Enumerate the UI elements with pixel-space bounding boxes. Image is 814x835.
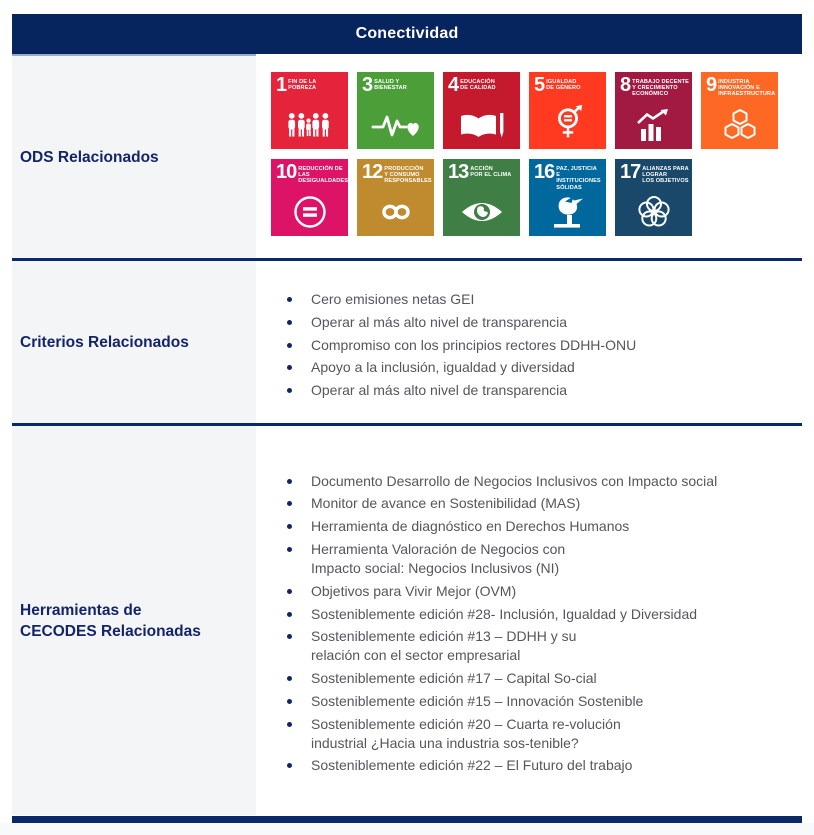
sdg-8-title: TRABAJO DECENTE Y CRECIMIENTO ECONÓMICO	[632, 78, 689, 98]
sdg-5-tile: 5 IGUALDAD DE GÉNERO	[529, 72, 606, 149]
sdg-4-title: EDUCACIÓN DE CALIDAD	[460, 78, 496, 91]
sdg-17-number: 17	[620, 161, 641, 183]
section-herramientas: Herramientas de CECODES Relacionadas Doc…	[12, 426, 802, 815]
sdg-4-tile: 4 EDUCACIÓN DE CALIDAD	[443, 72, 520, 149]
sdg-5-title: IGUALDAD DE GÉNERO	[546, 78, 581, 91]
sdg-13-tile: 13 ACCIÓN POR EL CLIMA	[443, 159, 520, 236]
list-item: Sosteniblemente edición #20 – Cuarta re-…	[256, 715, 802, 753]
list-item: Operar al más alto nivel de transparenci…	[256, 381, 802, 400]
sdg-12-tile: 12 PRODUCCIÓN Y CONSUMO RESPONSABLES	[357, 159, 434, 236]
sdg-3-head: 3 SALUD Y BIENESTAR	[357, 72, 434, 96]
sdg-17-tile: 17 ALIANZAS PARA LOGRAR LOS OBJETIVOS	[615, 159, 692, 236]
section-criterios: Criterios Relacionados Cero emisiones ne…	[12, 261, 802, 426]
list-item: Compromiso con los principios rectores D…	[256, 336, 802, 355]
sdg-eye-globe-icon	[443, 191, 520, 233]
sdg-16-tile: 16 PAZ, JUSTICIA E INSTITUCIONES SÓLIDAS	[529, 159, 606, 236]
criterios-value-cell: Cero emisiones netas GEI Operar al más a…	[256, 261, 802, 423]
sdg-8-head: 8 TRABAJO DECENTE Y CRECIMIENTO ECONÓMIC…	[615, 72, 692, 98]
sdg-infinity-icon	[357, 191, 434, 233]
section-ods: ODS Relacionados 1 FIN DE LA POBREZA	[12, 54, 802, 261]
list-item: Operar al más alto nivel de transparenci…	[256, 313, 802, 332]
sdg-10-title: REDUCCIÓN DE LAS DESIGUALDADES	[298, 165, 348, 185]
sdg-9-head: 9 INDUSTRIA INNOVACIÓN E INFRAESTRUCTURA	[701, 72, 778, 98]
sdg-10-number: 10	[276, 161, 297, 183]
sdg-1-title: FIN DE LA POBREZA	[288, 78, 317, 91]
ods-label: ODS Relacionados	[20, 148, 159, 166]
sdg-book-icon	[443, 104, 520, 146]
sdg-17-head: 17 ALIANZAS PARA LOGRAR LOS OBJETIVOS	[615, 159, 692, 185]
sdg-8-number: 8	[620, 74, 631, 96]
criterios-label: Criterios Relacionados	[20, 333, 189, 351]
sdg-12-number: 12	[362, 161, 383, 183]
herramientas-value-cell: Documento Desarrollo de Negocios Inclusi…	[256, 426, 802, 815]
sdg-13-head: 13 ACCIÓN POR EL CLIMA	[443, 159, 520, 183]
list-item: Apoyo a la inclusión, igualdad y diversi…	[256, 358, 802, 377]
sdg-growth-chart-icon	[615, 104, 692, 146]
sdg-3-number: 3	[362, 74, 373, 96]
sdg-equality-icon	[271, 191, 348, 233]
sdg-4-number: 4	[448, 74, 459, 96]
list-item: Herramienta de diagnóstico en Derechos H…	[256, 517, 802, 536]
list-item: Herramienta Valoración de Negocios con I…	[256, 540, 802, 578]
list-item: Sosteniblemente edición #22 – El Futuro …	[256, 756, 802, 775]
sdg-dove-gavel-icon	[529, 191, 606, 233]
sdg-3-title: SALUD Y BIENESTAR	[374, 78, 407, 91]
list-item: Cero emisiones netas GEI	[256, 290, 802, 309]
list-item: Sosteniblemente edición #28- Inclusión, …	[256, 605, 802, 624]
sdg-8-tile: 8 TRABAJO DECENTE Y CRECIMIENTO ECONÓMIC…	[615, 72, 692, 149]
sdg-1-number: 1	[276, 74, 287, 96]
herramientas-label: Herramientas de CECODES Relacionadas	[20, 601, 201, 640]
sdg-interlocking-circles-icon	[615, 191, 692, 233]
list-item: Documento Desarrollo de Negocios Inclusi…	[256, 472, 802, 491]
bottom-divider-bar	[12, 816, 802, 823]
sdg-9-number: 9	[706, 74, 717, 96]
herramientas-label-cell: Herramientas de CECODES Relacionadas	[12, 426, 256, 815]
sdg-9-tile: 9 INDUSTRIA INNOVACIÓN E INFRAESTRUCTURA	[701, 72, 778, 149]
criterios-list: Cero emisiones netas GEI Operar al más a…	[256, 286, 802, 404]
page-title: Conectividad	[355, 25, 459, 42]
sdg-people-icon	[271, 104, 348, 146]
sdg-gender-equality-icon	[529, 104, 606, 146]
sdg-3-tile: 3 SALUD Y BIENESTAR	[357, 72, 434, 149]
herramientas-list: Documento Desarrollo de Negocios Inclusi…	[256, 468, 802, 780]
ods-value-cell: 1 FIN DE LA POBREZA	[256, 54, 802, 258]
sdg-4-head: 4 EDUCACIÓN DE CALIDAD	[443, 72, 520, 96]
sdg-13-number: 13	[448, 161, 469, 183]
sdg-10-head: 10 REDUCCIÓN DE LAS DESIGUALDADES	[271, 159, 348, 185]
sdg-9-title: INDUSTRIA INNOVACIÓN E INFRAESTRUCTURA	[718, 78, 776, 98]
table-body: ODS Relacionados 1 FIN DE LA POBREZA	[12, 54, 802, 815]
sdg-5-number: 5	[534, 74, 545, 96]
sdg-10-tile: 10 REDUCCIÓN DE LAS DESIGUALDADES	[271, 159, 348, 236]
sdg-1-head: 1 FIN DE LA POBREZA	[271, 72, 348, 96]
list-item: Objetivos para Vivir Mejor (OVM)	[256, 582, 802, 601]
sdg-1-tile: 1 FIN DE LA POBREZA	[271, 72, 348, 149]
sdg-16-head: 16 PAZ, JUSTICIA E INSTITUCIONES SÓLIDAS	[529, 159, 606, 191]
list-item: Sosteniblemente edición #17 – Capital So…	[256, 669, 802, 688]
list-item: Sosteniblemente edición #13 – DDHH y su …	[256, 627, 802, 665]
ods-label-cell: ODS Relacionados	[12, 54, 256, 258]
sdg-icon-grid: 1 FIN DE LA POBREZA	[271, 72, 796, 236]
sdg-5-head: 5 IGUALDAD DE GÉNERO	[529, 72, 606, 96]
sdg-cubes-icon	[701, 104, 778, 146]
sdg-12-head: 12 PRODUCCIÓN Y CONSUMO RESPONSABLES	[357, 159, 434, 185]
sdg-12-title: PRODUCCIÓN Y CONSUMO RESPONSABLES	[384, 165, 432, 185]
sdg-16-title: PAZ, JUSTICIA E INSTITUCIONES SÓLIDAS	[556, 165, 601, 191]
footer-strip	[0, 823, 814, 835]
criterios-label-cell: Criterios Relacionados	[12, 261, 256, 423]
table-header: Conectividad	[12, 14, 802, 54]
list-item: Sosteniblemente edición #15 – Innovación…	[256, 692, 802, 711]
sdg-heartbeat-icon	[357, 104, 434, 146]
sdg-16-number: 16	[534, 161, 555, 183]
list-item: Monitor de avance en Sostenibilidad (MAS…	[256, 494, 802, 513]
sdg-17-title: ALIANZAS PARA LOGRAR LOS OBJETIVOS	[642, 165, 689, 185]
sdg-13-title: ACCIÓN POR EL CLIMA	[470, 165, 512, 178]
